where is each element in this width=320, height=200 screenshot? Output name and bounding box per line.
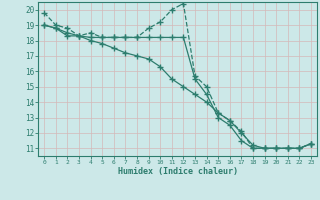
- X-axis label: Humidex (Indice chaleur): Humidex (Indice chaleur): [118, 167, 238, 176]
